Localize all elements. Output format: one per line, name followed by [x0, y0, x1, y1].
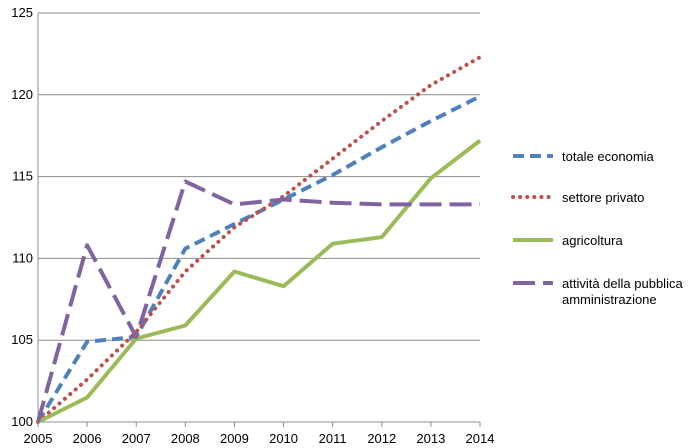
y-tick-label: 100 [11, 414, 33, 429]
legend-label: amministrazione [562, 292, 657, 307]
grid-lines [38, 12, 480, 341]
axes [37, 13, 481, 427]
x-axis-tick-labels: 2005 2006 2007 2008 2009 2010 2011 2012 2013 2014 [24, 431, 495, 446]
y-tick-label: 120 [11, 87, 33, 102]
x-tick-label: 2011 [319, 431, 347, 446]
x-tick-label: 2012 [367, 431, 396, 446]
legend-label: attività della pubblica [562, 276, 683, 291]
x-tick-label: 2008 [171, 431, 200, 446]
x-tick-label: 2009 [220, 431, 249, 446]
legend-label: totale economia [562, 149, 655, 164]
x-tick-label: 2006 [73, 431, 102, 446]
y-axis-tick-labels: 100 105 110 115 120 125 [11, 5, 33, 429]
y-tick-label: 125 [11, 5, 33, 20]
x-tick-label: 2014 [466, 431, 495, 446]
y-tick-label: 110 [12, 250, 33, 265]
y-tick-label: 105 [11, 332, 33, 347]
x-tick-label: 2005 [24, 431, 53, 446]
x-tick-label: 2007 [122, 431, 151, 446]
y-tick-label: 115 [12, 169, 33, 184]
x-tick-label: 2013 [416, 431, 445, 446]
legend-label: agricoltura [562, 233, 623, 248]
series-line-1 [36, 55, 482, 424]
series-line-0 [36, 94, 481, 424]
legend: totale economia settore privato agricoltur… [511, 149, 683, 307]
series-line-3 [36, 179, 480, 423]
x-tick-label: 2010 [269, 431, 298, 446]
series-lines [36, 55, 482, 424]
legend-label: settore privato [562, 190, 644, 205]
series-line-2 [37, 139, 482, 424]
